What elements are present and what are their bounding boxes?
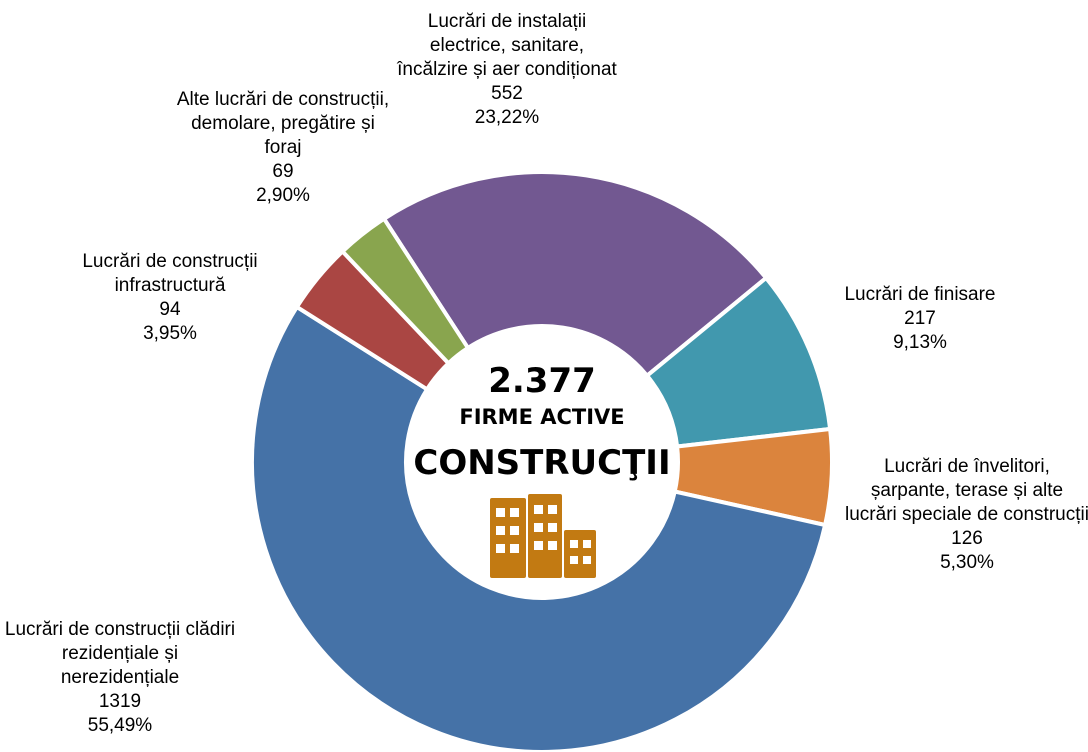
data-label: Lucrări de instalații electrice, sanitar… xyxy=(397,10,617,130)
percent-label: 5,30% xyxy=(940,552,994,573)
percent-label: 55,49% xyxy=(87,715,153,736)
center-total: 2.377 xyxy=(488,361,596,401)
category-label: Lucrări de învelitori, șarpante, terase … xyxy=(845,456,1088,525)
category-label: Alte lucrări de construcții, demolare, p… xyxy=(176,89,390,158)
percent-label: 23,22% xyxy=(474,107,540,128)
category-label: Lucrări de construcții infrastructură xyxy=(82,251,258,296)
slice xyxy=(250,304,828,752)
building-icon xyxy=(490,494,596,578)
value-label: 69 xyxy=(272,161,294,182)
data-label: Alte lucrări de construcții, demolare, p… xyxy=(173,88,393,208)
category-label: Lucrări de construcții clădiri rezidenți… xyxy=(4,619,236,688)
value-label: 94 xyxy=(159,299,181,320)
data-label: Lucrări de construcții clădiri rezidenți… xyxy=(2,618,238,738)
percent-label: 2,90% xyxy=(256,185,310,206)
percent-label: 3,95% xyxy=(143,323,197,344)
slice xyxy=(381,170,769,379)
value-label: 552 xyxy=(491,83,523,104)
value-label: 1319 xyxy=(98,691,142,712)
center-line1: FIRME ACTIVE xyxy=(459,405,624,429)
data-label: Lucrări de finisare 217 9,13% xyxy=(810,283,1030,355)
data-label: Lucrări de construcții infrastructură 94 3… xyxy=(52,250,288,346)
center-line2: CONSTRUCŢII xyxy=(413,443,670,483)
value-label: 217 xyxy=(904,308,936,329)
value-label: 126 xyxy=(951,528,983,549)
slice xyxy=(339,216,471,367)
slices xyxy=(250,170,834,752)
data-label: Lucrări de învelitori, șarpante, terase … xyxy=(845,455,1088,575)
percent-label: 9,13% xyxy=(893,332,947,353)
category-label: Lucrări de instalații electrice, sanitar… xyxy=(397,11,617,80)
category-label: Lucrări de finisare xyxy=(844,284,996,305)
